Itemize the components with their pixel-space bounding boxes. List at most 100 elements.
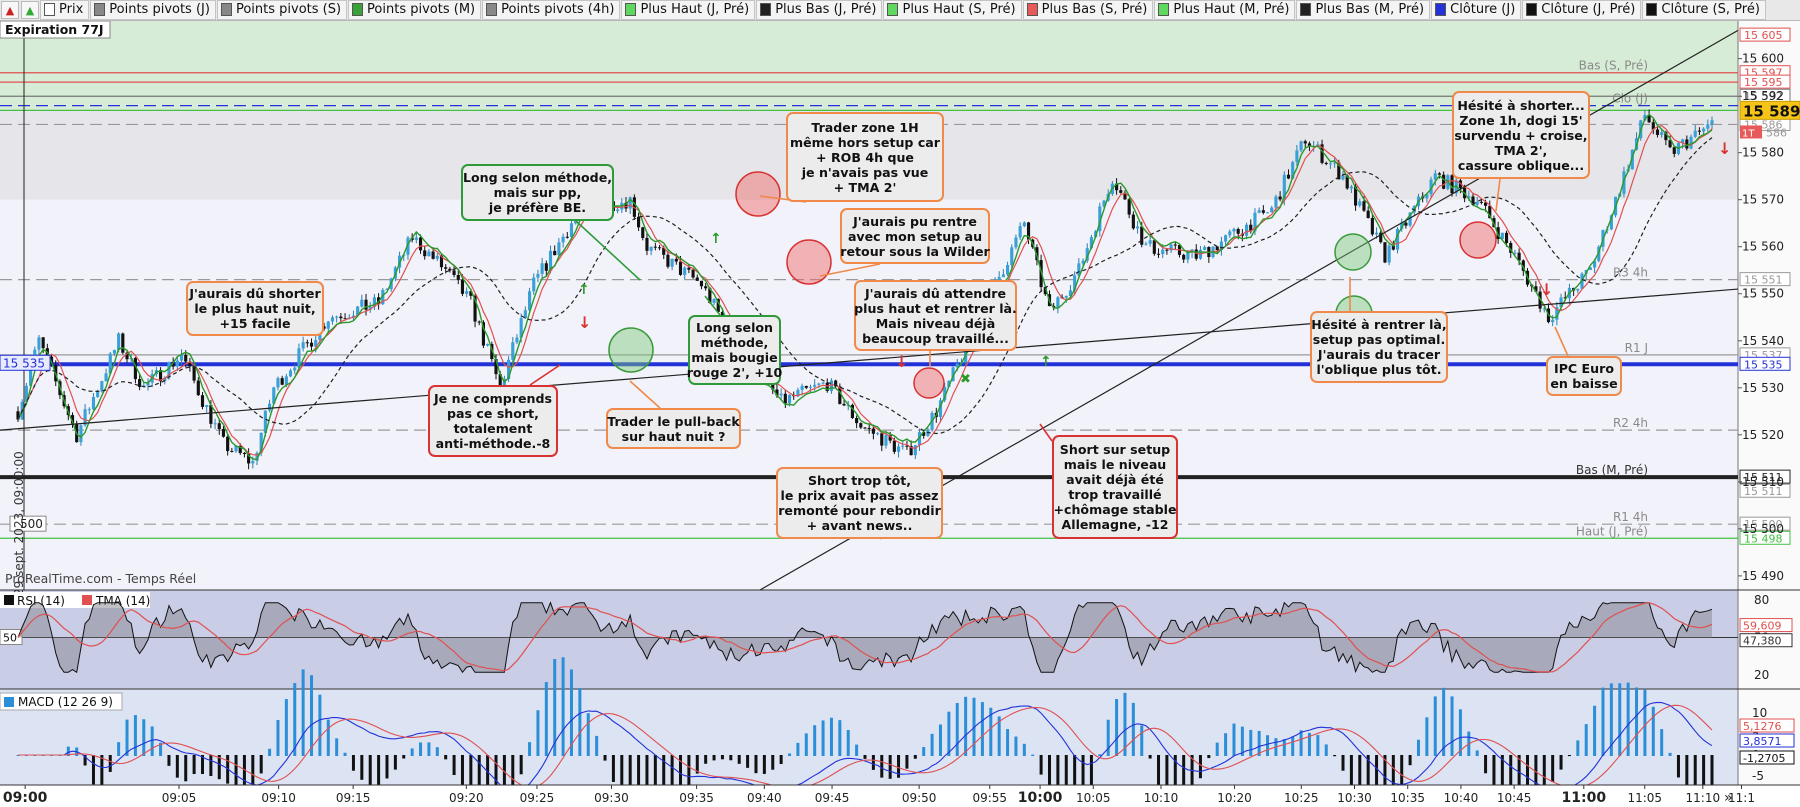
toolbar-item-8[interactable]: Plus Haut (S, Pré) — [883, 0, 1022, 20]
toolbar-item-9[interactable]: Plus Bas (S, Pré) — [1022, 0, 1154, 20]
candle — [1689, 136, 1693, 149]
expiration-box — [0, 21, 111, 39]
candle — [452, 270, 456, 275]
candle — [666, 254, 670, 267]
toolbar-item-12[interactable]: Clôture (J) — [1431, 0, 1522, 20]
legend-swatch-icon — [44, 3, 55, 17]
candle — [288, 370, 293, 377]
annotation-text: Long selon méthode, mais sur pp, je préfèr… — [462, 170, 613, 215]
toolbar-item-14[interactable]: Clôture (S, Pré) — [1642, 0, 1766, 20]
macd-legend-box — [0, 692, 123, 711]
toolbar-item-10[interactable]: Plus Haut (M, Pré) — [1154, 0, 1296, 20]
candle — [1450, 175, 1454, 194]
toolbar-item-11[interactable]: Plus Bas (M, Pré) — [1296, 0, 1431, 20]
time-tick-label: 09:40 — [747, 791, 782, 805]
macd-bar — [1282, 739, 1286, 756]
toolbar-item-3[interactable]: Points pivots (S) — [216, 0, 348, 20]
candle — [1085, 248, 1089, 261]
macd-bar — [100, 755, 104, 789]
candle — [1429, 179, 1433, 195]
arrow-up-green-icon[interactable]: ▲ — [21, 1, 39, 19]
toolbar-item-4[interactable]: Points pivots (M) — [348, 0, 482, 20]
macd-value: -1,2705 — [1743, 752, 1785, 765]
annotation-text: J'aurais pu rentre avec mon setup au retou… — [840, 213, 990, 259]
candle — [309, 342, 314, 347]
toolbar-item-label: Points pivots (4h) — [501, 2, 615, 18]
macd-bar — [1702, 755, 1706, 807]
macd-bar — [1643, 689, 1647, 756]
macd-bar — [402, 755, 406, 759]
candle — [1391, 245, 1395, 250]
candle — [121, 333, 125, 353]
macd-bar — [746, 755, 750, 768]
macd-bar — [452, 755, 456, 776]
macd-bar — [947, 711, 951, 756]
macd-bar — [871, 755, 875, 770]
legend-swatch-icon — [220, 3, 232, 17]
toolbar-item-2[interactable]: Points pivots (J) — [90, 0, 216, 20]
price-tick-label: 15 490 — [1742, 569, 1784, 583]
macd-bar — [335, 738, 339, 756]
macd-bar — [1358, 755, 1362, 807]
candle — [494, 359, 498, 375]
candle — [138, 379, 142, 387]
candle — [1358, 201, 1362, 206]
toolbar-item-7[interactable]: Plus Bas (J, Pré) — [756, 0, 883, 20]
macd-bar — [1106, 719, 1110, 756]
legend-swatch-icon — [887, 3, 899, 17]
macd-bar — [788, 753, 792, 756]
toolbar-item-6[interactable]: Plus Haut (J, Pré) — [621, 0, 756, 20]
macd-bar — [1291, 736, 1295, 756]
macd-bar — [1081, 755, 1085, 807]
candle — [230, 451, 234, 453]
macd-bar — [762, 755, 766, 774]
macd-bar — [1408, 755, 1412, 766]
level-tag-box — [1739, 356, 1791, 371]
macd-value-box — [1739, 718, 1795, 733]
price-tick-label: 15 580 — [1742, 146, 1784, 160]
candle — [1559, 297, 1563, 308]
macd-bar — [1475, 750, 1479, 756]
macd-bar — [1442, 687, 1446, 756]
level-label: Bas (M, Pré) — [1576, 463, 1648, 477]
macd-bar — [888, 755, 892, 779]
candle — [1324, 162, 1328, 164]
price-tick-label: 15 530 — [1742, 381, 1784, 395]
candle — [112, 349, 117, 354]
macd-legend: MACD (12 26 9) — [18, 695, 113, 709]
candle — [804, 385, 808, 388]
macd-bar — [670, 755, 674, 801]
candle — [1270, 207, 1274, 213]
macd-bar — [1366, 755, 1370, 807]
toolbar-item-5[interactable]: Points pivots (4h) — [482, 0, 621, 20]
candle — [1471, 196, 1475, 205]
candle — [1609, 215, 1613, 230]
macd-bar — [771, 755, 775, 770]
time-tick-label: 09:35 — [679, 791, 714, 805]
macd-bar — [1115, 698, 1119, 756]
arrow-up-icon[interactable]: ▲ — [1, 1, 19, 19]
annotation-text: Hésité à rentrer là, setup pas optimal. J'… — [1311, 317, 1447, 377]
candle — [645, 237, 649, 251]
candle — [1022, 222, 1026, 227]
candle — [385, 289, 389, 291]
candle — [1282, 174, 1286, 200]
level-label: Clo (J) — [1612, 92, 1648, 106]
signal-arrow-icon: ↓ — [1718, 139, 1731, 158]
rsi-legend: RSI (14) — [17, 594, 65, 608]
candle — [1249, 224, 1253, 232]
candle — [1156, 253, 1161, 255]
level-tag-box — [1739, 516, 1791, 531]
macd-bar — [1693, 755, 1697, 807]
toolbar-item-1[interactable]: Prix — [40, 0, 90, 20]
toolbar-item-13[interactable]: Clôture (J, Pré) — [1522, 0, 1642, 20]
macd-bar — [1576, 740, 1580, 756]
candle — [1119, 190, 1123, 193]
candle — [913, 445, 917, 456]
price-tick-label: 15 592 — [1742, 89, 1784, 103]
candle — [301, 342, 305, 349]
macd-bar — [1056, 755, 1060, 807]
macd-value-box — [1739, 750, 1795, 765]
annotation-a3: Trader zone 1H même hors setup car + ROB 4… — [786, 112, 944, 202]
macd-bar — [1559, 755, 1563, 770]
